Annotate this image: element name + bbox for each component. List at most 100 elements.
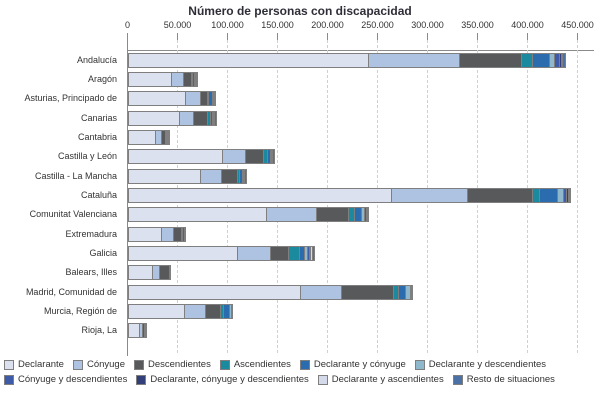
bar-segment	[128, 168, 201, 184]
bar-segment	[169, 265, 171, 281]
bar-segment	[128, 226, 162, 242]
category-label: Asturias, Principado de	[24, 93, 117, 104]
category-label: Comunitat Valenciana	[29, 209, 117, 220]
x-tick-label: 100.000	[211, 20, 244, 30]
bar-segment	[367, 207, 369, 223]
bar-row	[128, 71, 198, 87]
bar-segment	[222, 149, 246, 165]
legend: Declarante Cónyuge Descendientes Ascendient…	[4, 359, 598, 385]
category-label: Murcia, Región de	[43, 306, 117, 317]
x-tick-label: 0	[124, 20, 130, 30]
category-label: Castilla y León	[57, 151, 117, 162]
legend-label: Declarante y ascendientes	[331, 374, 444, 385]
legend-swatch-icon	[414, 359, 425, 370]
bar-segment	[128, 187, 392, 203]
x-tick-mark	[327, 33, 328, 40]
bar-segment	[145, 323, 147, 339]
bar-segment	[272, 149, 275, 165]
bar-segment	[128, 246, 238, 261]
legend-swatch-icon	[72, 359, 83, 370]
bar-segment	[200, 168, 222, 184]
bar-segment	[185, 91, 201, 107]
bar-segment	[128, 129, 156, 145]
legend-swatch-icon	[4, 359, 14, 370]
bar-segment	[237, 246, 271, 261]
legend-swatch-icon	[299, 359, 310, 370]
x-tick-mark	[177, 33, 178, 40]
x-tick-mark	[477, 33, 478, 40]
chart-title: Número de personas con discapacidad	[188, 4, 412, 18]
bar-segment	[467, 187, 533, 203]
x-tick-label: 400.000	[511, 20, 544, 30]
category-label: Extremadura	[65, 228, 117, 239]
bar-segment	[316, 207, 349, 223]
category-label: Galicia	[89, 248, 117, 258]
legend-item: Declarante y ascendientes	[317, 374, 444, 385]
category-label: Andalucía	[76, 54, 117, 65]
legend-swatch-icon	[133, 359, 144, 370]
legend-item: Resto de situaciones	[452, 374, 555, 385]
bar-row	[128, 246, 315, 261]
x-tick-label: 350.000	[461, 20, 494, 30]
category-label: Madrid, Comunidad de	[25, 286, 117, 297]
bar-segment	[221, 168, 238, 184]
x-tick-label: 200.000	[311, 20, 344, 30]
legend-item: Declarante	[4, 359, 64, 370]
bar-segment	[128, 91, 186, 107]
bar-segment	[300, 284, 342, 300]
legend-item: Cónyuge y descendientes	[4, 374, 127, 385]
legend-label: Cónyuge y descendientes	[18, 374, 128, 385]
bar-segment	[128, 265, 153, 281]
bar-segment	[569, 187, 571, 203]
bar-segment	[168, 129, 170, 145]
bar-segment	[128, 207, 267, 223]
legend-item: Cónyuge	[72, 359, 125, 370]
bar-row	[128, 149, 275, 165]
bar-row	[128, 284, 413, 300]
bar-row	[128, 304, 233, 320]
bar-segment	[539, 187, 558, 203]
bar-segment	[231, 304, 233, 320]
bar-row	[128, 110, 217, 126]
x-tick-mark	[377, 33, 378, 40]
x-tick-mark	[527, 33, 528, 40]
legend-row: Declarante Cónyuge Descendientes Ascendient…	[4, 359, 598, 370]
category-label: Balears, Illes	[65, 267, 117, 278]
x-tick-label: 150.000	[261, 20, 294, 30]
bar-segment	[214, 91, 216, 107]
legend-label: Declarante	[18, 359, 64, 370]
bar-row	[128, 226, 186, 242]
legend-label: Declarante, cónyuge y descendientes	[150, 374, 309, 385]
x-tick-mark	[227, 33, 228, 40]
legend-swatch-icon	[4, 374, 14, 385]
category-label: Cataluña	[80, 189, 117, 200]
legend-swatch-icon	[219, 359, 230, 370]
bar-segment	[214, 110, 217, 126]
bar-segment	[270, 246, 289, 261]
bar-segment	[411, 284, 413, 300]
bar-row	[128, 187, 571, 203]
bar-segment	[391, 187, 468, 203]
bar-row	[128, 168, 247, 184]
bar-row	[128, 207, 369, 223]
legend-swatch-icon	[317, 374, 328, 385]
legend-swatch-icon	[452, 374, 463, 385]
bar-segment	[179, 110, 194, 126]
bar-row	[128, 91, 216, 107]
legend-label: Ascendientes	[233, 359, 291, 370]
category-label: Rioja, La	[81, 325, 117, 336]
bar-segment	[128, 284, 301, 300]
category-label: Aragón	[87, 73, 117, 84]
bar-segment	[312, 246, 315, 261]
x-tick-label: 50.000	[163, 20, 192, 30]
bar-row	[128, 52, 566, 68]
bar-segment	[244, 168, 247, 184]
bar-segment	[459, 52, 522, 68]
bar-segment	[196, 71, 198, 87]
legend-label: Declarante y descendientes	[428, 359, 547, 370]
bar-segment	[184, 304, 206, 320]
legend-label: Cónyuge	[86, 359, 125, 370]
bar-segment	[193, 110, 208, 126]
bar-segment	[532, 52, 550, 68]
